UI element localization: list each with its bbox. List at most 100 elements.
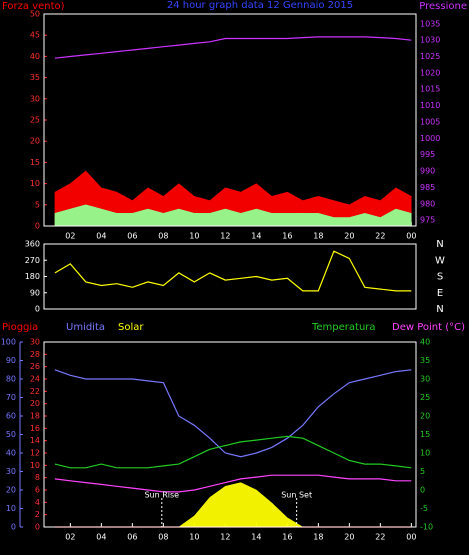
y3-tick-label: 18	[30, 412, 40, 421]
y2-tick-label: 1030	[420, 36, 440, 45]
y2-tick-label: 995	[420, 150, 435, 159]
series-line	[54, 474, 412, 493]
y-tick-label: 30	[6, 467, 16, 476]
y-tick-label: 100	[1, 338, 16, 347]
x-tick-label: 08	[158, 533, 168, 542]
x-tick-label: 08	[158, 232, 168, 241]
x-tick-label: 14	[251, 232, 261, 241]
y-tick-label: 90	[30, 288, 40, 297]
plot-frame	[43, 13, 417, 227]
y-tick-label: 70	[6, 393, 16, 402]
x-tick-label: 22	[375, 533, 385, 542]
y3-tick-label: 14	[30, 436, 40, 445]
y-tick-label: 5	[35, 200, 40, 209]
y2-tick-label: 15	[420, 430, 430, 439]
plot-frame	[43, 341, 417, 528]
y-tick-label: 40	[30, 52, 40, 61]
y-tick-label: 10	[6, 504, 16, 513]
y2-tick-label: 1035	[420, 19, 440, 28]
compass-label: W	[435, 255, 445, 266]
y-tick-label: 360	[25, 240, 40, 249]
y3-tick-label: 24	[30, 375, 40, 384]
series-line	[54, 250, 412, 292]
y2-tick-label: 25	[420, 393, 430, 402]
x-tick-label: 00	[406, 232, 416, 241]
x-tick-label: 16	[282, 232, 292, 241]
legend-label: Umidita	[66, 322, 105, 333]
y2-tick-label: 35	[420, 356, 430, 365]
x-tick-label: 18	[313, 533, 323, 542]
y2-tick-label: 1015	[420, 85, 440, 94]
y2-tick-label: 0	[420, 486, 425, 495]
annotation-label: Sun Set	[281, 491, 312, 500]
y3-tick-label: 10	[30, 461, 40, 470]
legend-label: Temperatura	[311, 322, 376, 333]
y2-tick-label: 980	[420, 199, 435, 208]
y-tick-label: 180	[25, 272, 40, 281]
y-tick-label: 270	[25, 256, 40, 265]
series-line	[54, 369, 412, 458]
x-tick-label: 06	[127, 533, 137, 542]
legend-label: Forza vento)	[2, 1, 65, 12]
y2-tick-label: 985	[420, 183, 435, 192]
x-tick-label: 04	[96, 232, 106, 241]
y-tick-label: 35	[30, 73, 40, 82]
y3-tick-label: 8	[35, 473, 40, 482]
y-tick-label: 25	[30, 116, 40, 125]
y2-tick-label: 1000	[420, 134, 440, 143]
x-tick-label: 18	[313, 232, 323, 241]
y3-tick-label: 2	[35, 510, 40, 519]
y-tick-label: 40	[6, 449, 16, 458]
y-tick-label: 0	[35, 305, 40, 314]
x-tick-label: 04	[96, 533, 106, 542]
y3-tick-label: 30	[30, 338, 40, 347]
y2-tick-label: 1020	[420, 68, 440, 77]
y2-tick-label: 1010	[420, 101, 440, 110]
y2-tick-label: 40	[420, 338, 430, 347]
y-tick-label: 60	[6, 412, 16, 421]
y-tick-label: 30	[30, 94, 40, 103]
y2-tick-label: 20	[420, 412, 430, 421]
y-tick-label: 0	[35, 222, 40, 231]
y2-tick-label: 990	[420, 167, 435, 176]
y3-tick-label: 22	[30, 387, 40, 396]
y-tick-label: 20	[30, 137, 40, 146]
legend-label: Pressione	[419, 1, 467, 12]
y2-tick-label: 5	[420, 467, 425, 476]
x-tick-label: 14	[251, 533, 261, 542]
annotation-label: Sun Rise	[144, 491, 179, 500]
y2-tick-label: 975	[420, 216, 435, 225]
x-tick-label: 10	[189, 533, 199, 542]
y3-tick-label: 28	[30, 350, 40, 359]
y2-tick-label: -5	[420, 504, 428, 513]
x-tick-label: 22	[375, 232, 385, 241]
x-tick-label: 02	[65, 533, 75, 542]
y-tick-label: 45	[30, 31, 40, 40]
y3-tick-label: 6	[35, 486, 40, 495]
series-line	[54, 36, 412, 59]
y3-tick-label: 12	[30, 449, 40, 458]
x-tick-label: 10	[189, 232, 199, 241]
x-tick-label: 12	[220, 232, 230, 241]
legend-label: Dew Point (°C)	[392, 322, 465, 333]
compass-label: S	[437, 272, 443, 283]
series-area	[54, 204, 412, 227]
x-tick-label: 20	[344, 232, 354, 241]
x-tick-label: 12	[220, 533, 230, 542]
legend-label: Solar	[118, 322, 144, 333]
chart-title: 24 hour graph data 12 Gennaio 2015	[167, 0, 353, 11]
y-tick-label: 10	[30, 179, 40, 188]
x-tick-label: 20	[344, 533, 354, 542]
y3-tick-label: 20	[30, 399, 40, 408]
y3-tick-label: 16	[30, 424, 40, 433]
x-tick-label: 02	[65, 232, 75, 241]
y-tick-label: 80	[6, 375, 16, 384]
x-tick-label: 00	[406, 533, 416, 542]
y-tick-label: 0	[11, 523, 16, 532]
y2-tick-label: 1025	[420, 52, 440, 61]
y3-tick-label: 0	[35, 523, 40, 532]
compass-label: E	[437, 288, 443, 299]
compass-label: N	[436, 239, 443, 250]
x-tick-label: 16	[282, 533, 292, 542]
